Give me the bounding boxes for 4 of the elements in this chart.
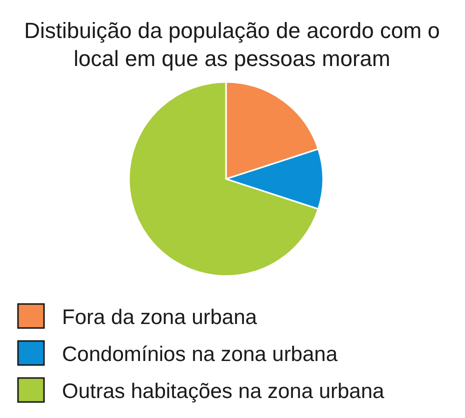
legend-label: Outras habitações na zona urbana	[62, 380, 385, 403]
legend-label: Fora da zona urbana	[62, 306, 258, 329]
chart-title: Distibuição da população de acordo com o local em que as pessoas moram	[24, 18, 440, 71]
legend-label: Condomínios na zona urbana	[62, 343, 338, 366]
